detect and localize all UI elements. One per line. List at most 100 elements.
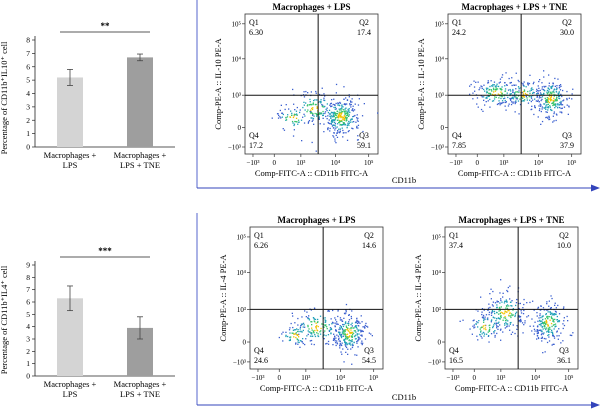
event-dot [346, 113, 348, 115]
event-dot [492, 85, 494, 87]
event-dot [559, 84, 562, 86]
event-dot [552, 320, 554, 322]
event-dot [538, 329, 540, 331]
event-dot [506, 307, 509, 310]
event-dot [271, 117, 273, 119]
event-dot [499, 324, 501, 326]
event-dot [543, 70, 545, 72]
event-dot [297, 119, 300, 121]
x-tick-label: −10³ [251, 374, 264, 382]
event-dot [347, 324, 350, 326]
event-dot [550, 307, 552, 309]
event-dot [316, 106, 318, 108]
event-dot [320, 102, 322, 104]
event-dot [361, 335, 363, 337]
event-dot [551, 102, 553, 105]
event-dot [541, 336, 543, 338]
event-dot [518, 315, 520, 317]
event-dot [362, 130, 364, 133]
event-dot [508, 312, 511, 314]
x-tick-label: 10³ [499, 159, 508, 167]
event-dot [316, 113, 318, 115]
event-dot [348, 124, 350, 126]
event-dot [501, 92, 503, 94]
event-dot [504, 300, 506, 302]
event-dot [523, 298, 525, 301]
event-dot [335, 323, 337, 325]
event-dot [540, 325, 542, 327]
event-dot [492, 100, 495, 102]
event-dot [332, 127, 335, 129]
event-dot [550, 108, 552, 111]
event-dot [334, 326, 336, 328]
event-dot [555, 311, 557, 313]
event-dot [502, 98, 505, 100]
event-dot [500, 95, 503, 97]
y-axis-label: Comp-PE-A :: IL-10 PE-A [213, 37, 223, 129]
event-dot [506, 289, 508, 292]
event-dot [549, 118, 551, 120]
event-dot [541, 120, 544, 123]
event-dot [501, 74, 504, 76]
event-dot [495, 85, 497, 87]
event-dot [508, 305, 510, 307]
event-dot [499, 329, 502, 331]
event-dot [493, 88, 495, 91]
event-dot [339, 114, 341, 116]
event-dot [334, 112, 336, 114]
event-dot [344, 344, 346, 346]
event-dot [289, 339, 291, 341]
event-dot [337, 315, 339, 318]
event-dot [526, 97, 528, 99]
event-dot [495, 320, 497, 322]
event-dot [311, 107, 313, 110]
event-dot [332, 344, 334, 346]
event-dot [285, 119, 287, 121]
event-dot [326, 103, 328, 105]
x-axis-label: Comp-FITC-A :: CD11b FITC-A [458, 168, 572, 178]
event-dot [322, 110, 324, 113]
event-dot [354, 103, 356, 105]
event-dot [339, 319, 342, 321]
event-dot [295, 110, 298, 112]
event-dot [554, 326, 556, 328]
event-dot [346, 338, 348, 340]
event-dot [529, 99, 531, 101]
event-dot [316, 99, 318, 101]
event-dot [284, 108, 286, 111]
event-dot [343, 117, 345, 120]
event-dot [555, 91, 558, 93]
event-dot [339, 331, 341, 333]
event-dot [557, 103, 559, 105]
event-dot [485, 314, 488, 316]
event-dot [313, 123, 315, 125]
event-dot [470, 83, 472, 86]
event-dot [350, 106, 352, 108]
y-tick-label: 7 [26, 49, 30, 58]
event-dot [352, 332, 355, 334]
event-dot [553, 343, 555, 345]
event-dot [329, 130, 331, 132]
event-dot [309, 98, 311, 101]
event-dot [533, 333, 535, 335]
event-dot [500, 316, 502, 318]
event-dot [514, 93, 516, 95]
event-dot [560, 332, 562, 334]
event-dot [340, 344, 342, 346]
event-dot [363, 103, 365, 105]
event-dot [546, 331, 548, 333]
event-dot [322, 114, 324, 117]
event-dot [491, 90, 493, 92]
event-dot [344, 338, 346, 340]
event-dot [300, 324, 303, 326]
event-dot [505, 72, 507, 74]
quadrant-name: Q4 [254, 346, 264, 355]
event-dot [319, 112, 322, 114]
event-dot [337, 102, 339, 104]
event-dot [508, 310, 510, 312]
event-dot [333, 333, 335, 335]
event-dot [293, 103, 295, 105]
event-dot [290, 110, 292, 112]
event-dot [551, 93, 553, 95]
event-dot [490, 85, 493, 87]
